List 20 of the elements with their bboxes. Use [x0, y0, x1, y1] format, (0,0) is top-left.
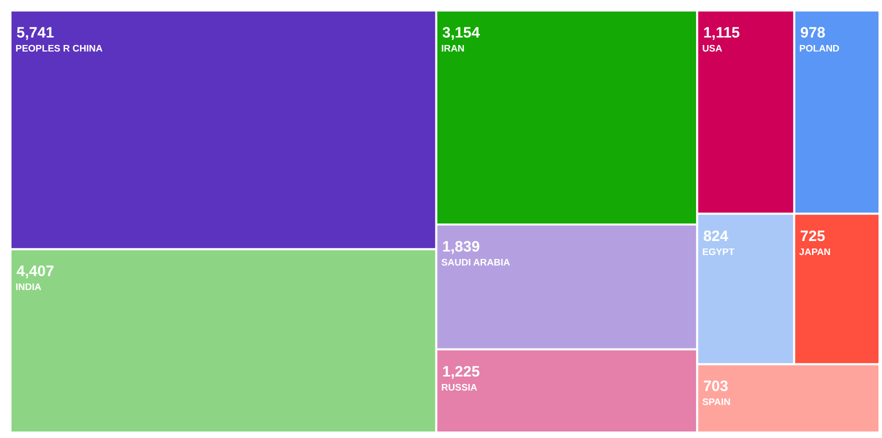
data-label: 1,839 [442, 238, 480, 256]
data-label: 1,225 [442, 363, 480, 380]
data-label: 3,154 [442, 24, 480, 42]
data-label: 5,741 [16, 24, 54, 42]
data-label: 725 [800, 228, 826, 245]
category-label: PEOPLES R CHINA [16, 44, 103, 54]
category-label: RUSSIA [441, 382, 478, 394]
category-label: JAPAN [799, 246, 831, 258]
category-label: IRAN [441, 44, 465, 54]
data-label: 978 [800, 24, 826, 42]
data-label: 4,407 [16, 263, 54, 280]
category-label: SPAIN [702, 397, 731, 408]
category-label: INDIA [16, 282, 42, 294]
category-label: USA [702, 44, 722, 54]
data-label: 1,115 [703, 24, 740, 42]
category-label: SAUDI ARABIA [441, 258, 510, 269]
category-label: POLAND [799, 44, 840, 54]
data-label: 703 [703, 378, 728, 396]
category-label: EGYPT [702, 246, 735, 258]
data-label: 824 [703, 228, 729, 245]
